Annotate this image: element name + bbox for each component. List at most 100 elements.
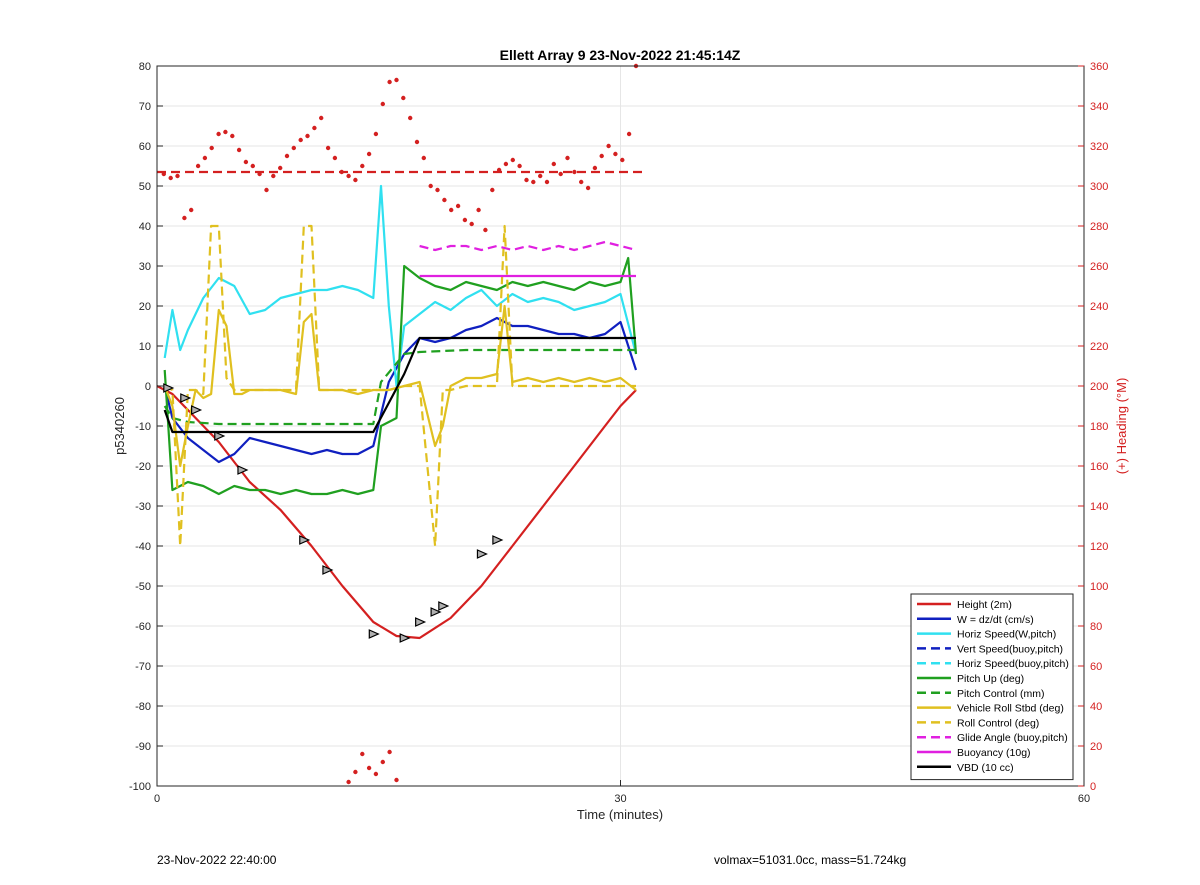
y2-tick-label: 20 bbox=[1090, 741, 1102, 753]
height-marker bbox=[191, 405, 203, 415]
heading-point bbox=[544, 179, 550, 185]
heading-point bbox=[387, 749, 392, 755]
heading-point bbox=[531, 179, 536, 185]
legend-label: Roll Control (deg) bbox=[957, 717, 1039, 729]
heading-point bbox=[278, 165, 283, 171]
height-marker bbox=[438, 601, 450, 611]
height-marker bbox=[492, 535, 504, 545]
heading-point bbox=[353, 177, 358, 183]
heading-point bbox=[175, 173, 180, 179]
heading-point bbox=[517, 163, 522, 169]
heading-point bbox=[510, 157, 515, 163]
y2-tick-label: 260 bbox=[1090, 261, 1108, 273]
heading-point bbox=[428, 183, 433, 189]
height-marker bbox=[322, 565, 334, 575]
y2-tick-label: 100 bbox=[1090, 581, 1108, 593]
x-axis-label: Time (minutes) bbox=[577, 807, 663, 822]
heading-point bbox=[366, 151, 372, 157]
y2-tick-label: 320 bbox=[1090, 141, 1108, 153]
legend-label: Horiz Speed(W,pitch) bbox=[957, 629, 1056, 641]
heading-point bbox=[442, 197, 447, 203]
heading-point bbox=[613, 151, 618, 157]
heading-point bbox=[161, 171, 166, 177]
heading-point bbox=[394, 777, 399, 783]
y-tick-label: -10 bbox=[135, 421, 151, 433]
plot-series bbox=[156, 63, 644, 785]
heading-point bbox=[360, 751, 365, 757]
y-tick-label: -50 bbox=[135, 581, 151, 593]
heading-point bbox=[408, 115, 413, 121]
y-tick-label: -100 bbox=[129, 781, 151, 793]
heading-point bbox=[524, 177, 529, 183]
heading-point bbox=[599, 153, 604, 159]
heading-point bbox=[449, 207, 454, 213]
height-marker bbox=[180, 393, 192, 403]
heading-point bbox=[339, 169, 344, 175]
heading-point bbox=[558, 171, 563, 177]
heading-point bbox=[421, 155, 426, 161]
heading-point bbox=[189, 207, 194, 213]
heading-point bbox=[401, 95, 406, 101]
y2-tick-label: 240 bbox=[1090, 301, 1108, 313]
series-line bbox=[163, 184, 638, 388]
height-marker bbox=[237, 465, 249, 475]
legend-label: Horiz Speed(buoy,pitch) bbox=[957, 658, 1069, 670]
heading-point bbox=[284, 153, 290, 159]
legend-label: VBD (10 cc) bbox=[957, 762, 1014, 774]
legend-label: Pitch Control (mm) bbox=[957, 688, 1045, 700]
y-tick-label: 80 bbox=[139, 61, 151, 73]
heading-point bbox=[455, 203, 461, 209]
series-line bbox=[419, 240, 637, 252]
y-tick-label: -30 bbox=[135, 501, 151, 513]
heading-point bbox=[223, 129, 228, 135]
height-marker bbox=[299, 535, 311, 545]
heading-point bbox=[346, 779, 351, 785]
footer-timestamp: 23-Nov-2022 22:40:00 bbox=[157, 853, 277, 867]
heading-point bbox=[216, 131, 221, 137]
y-tick-label: 60 bbox=[139, 141, 151, 153]
heading-point bbox=[366, 765, 372, 771]
heading-point bbox=[168, 175, 173, 181]
heading-point bbox=[572, 169, 577, 175]
heading-point bbox=[394, 77, 399, 83]
heading-point bbox=[182, 215, 187, 221]
height-marker bbox=[415, 617, 427, 627]
heading-point bbox=[579, 179, 584, 185]
y-tick-label: -90 bbox=[135, 741, 151, 753]
legend-label: Buoyancy (10g) bbox=[957, 747, 1031, 759]
y-axis-label: p5340260 bbox=[112, 397, 127, 455]
y2-tick-label: 340 bbox=[1090, 101, 1108, 113]
series-line bbox=[164, 224, 636, 548]
y2-tick-label: 180 bbox=[1090, 421, 1108, 433]
heading-point bbox=[360, 163, 365, 169]
series-line bbox=[163, 304, 637, 468]
heading-point bbox=[469, 221, 474, 227]
y-tick-label: -20 bbox=[135, 461, 151, 473]
heading-point bbox=[606, 143, 611, 149]
heading-point bbox=[346, 173, 351, 179]
legend-label: Pitch Up (deg) bbox=[957, 673, 1024, 685]
heading-point bbox=[380, 101, 385, 107]
heading-point bbox=[626, 131, 632, 137]
height-marker bbox=[163, 383, 175, 393]
heading-point bbox=[298, 137, 303, 143]
heading-point bbox=[503, 161, 509, 167]
x-tick-label: 60 bbox=[1078, 793, 1090, 805]
heading-point bbox=[319, 115, 324, 121]
legend-box bbox=[910, 593, 1074, 781]
heading-point bbox=[435, 187, 440, 193]
heading-point bbox=[476, 207, 481, 213]
legend-label: Vert Speed(buoy,pitch) bbox=[957, 643, 1063, 655]
series-line bbox=[163, 348, 636, 426]
y-tick-label: 10 bbox=[139, 341, 151, 353]
heading-point bbox=[585, 185, 591, 191]
y-tick-label: 20 bbox=[139, 301, 151, 313]
heading-point bbox=[462, 217, 468, 223]
heading-point bbox=[565, 155, 570, 161]
legend: Height (2m) W = dz/dt (cm/s) Horiz Speed(W… bbox=[910, 593, 1074, 781]
legend-label: W = dz/dt (cm/s) bbox=[957, 614, 1034, 626]
heading-point bbox=[332, 155, 338, 161]
x-tick-label: 30 bbox=[614, 793, 626, 805]
heading-point bbox=[490, 187, 495, 193]
